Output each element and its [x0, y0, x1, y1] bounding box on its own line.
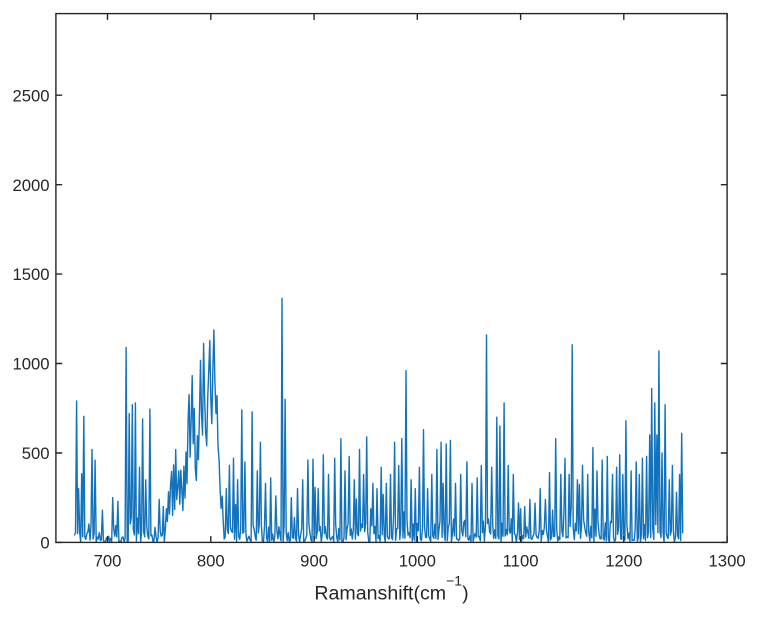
svg-text:0: 0	[40, 534, 49, 553]
svg-text:1200: 1200	[605, 552, 642, 571]
svg-text:800: 800	[197, 552, 225, 571]
svg-text:500: 500	[22, 444, 50, 463]
svg-text:2000: 2000	[12, 176, 49, 195]
svg-text:1500: 1500	[12, 265, 49, 284]
svg-text:1300: 1300	[709, 552, 746, 571]
svg-text:700: 700	[94, 552, 122, 571]
svg-text:2500: 2500	[12, 86, 49, 105]
svg-text:1000: 1000	[12, 355, 49, 374]
svg-text:1000: 1000	[399, 552, 436, 571]
svg-text:900: 900	[300, 552, 328, 571]
svg-text:1100: 1100	[503, 552, 539, 571]
